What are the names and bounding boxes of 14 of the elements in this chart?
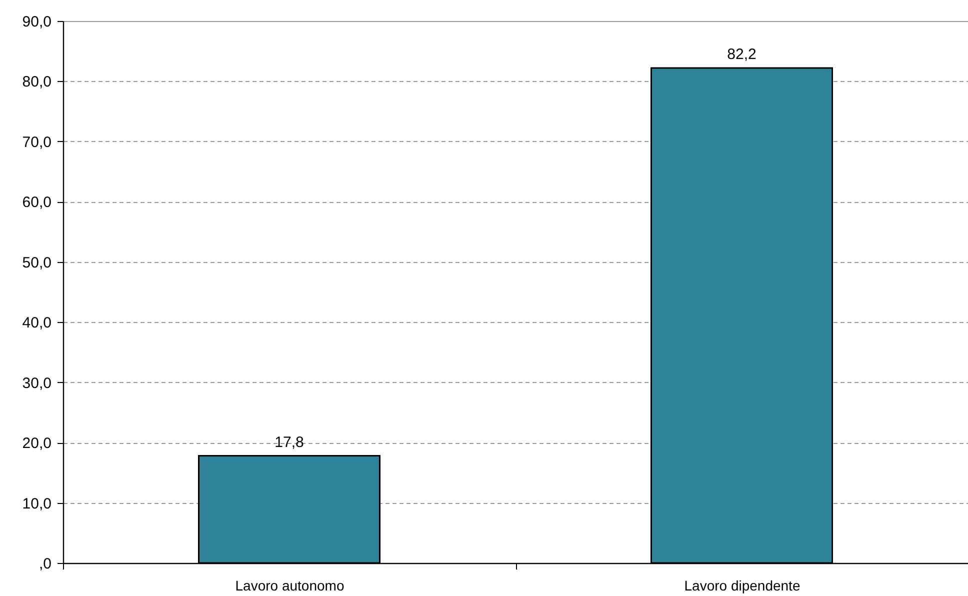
y-tick-label: 30,0 — [22, 374, 52, 392]
y-tick-label: 90,0 — [22, 14, 52, 30]
y-tick-label: 20,0 — [22, 435, 52, 452]
y-tick-label: ,0 — [38, 556, 52, 572]
y-tick-label: 80,0 — [22, 74, 52, 91]
x-tick-label: Lavoro autonomo — [235, 578, 344, 594]
y-tick-label: 40,0 — [22, 314, 52, 332]
y-tick-label: 50,0 — [22, 254, 52, 272]
data-label: 82,2 — [727, 46, 756, 63]
y-tick-label: 70,0 — [22, 134, 52, 151]
data-label: 17,8 — [274, 434, 304, 451]
y-tick-label: 10,0 — [22, 495, 52, 512]
x-tick-label: Lavoro dipendente — [684, 578, 800, 594]
y-tick-label: 60,0 — [22, 194, 52, 212]
